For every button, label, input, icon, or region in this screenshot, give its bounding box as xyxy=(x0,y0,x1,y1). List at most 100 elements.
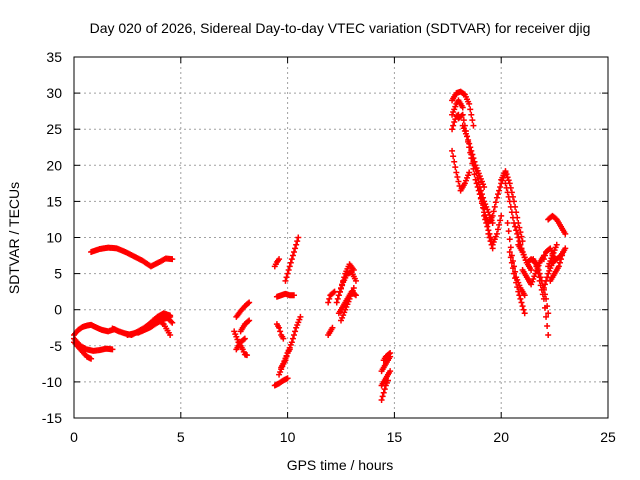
data-point xyxy=(474,174,481,181)
data-point xyxy=(560,248,567,255)
data-point xyxy=(535,266,542,273)
data-point xyxy=(454,174,461,181)
data-point xyxy=(283,274,290,281)
data-point xyxy=(559,252,566,259)
data-point xyxy=(490,208,497,215)
data-point xyxy=(466,144,473,151)
data-point xyxy=(519,303,526,310)
data-point xyxy=(282,277,289,284)
data-point xyxy=(459,111,466,118)
data-point xyxy=(562,230,569,237)
data-point xyxy=(487,238,494,245)
data-point xyxy=(540,285,547,292)
data-point xyxy=(489,245,496,252)
data-point xyxy=(451,158,458,165)
data-point xyxy=(289,252,296,259)
data-point xyxy=(489,212,496,219)
data-point xyxy=(562,245,569,252)
data-point xyxy=(521,310,528,317)
data-point xyxy=(472,165,479,172)
y-tick-label: -5 xyxy=(50,338,63,354)
data-point xyxy=(471,162,478,169)
data-point xyxy=(470,158,477,165)
data-point xyxy=(494,191,501,198)
data-point xyxy=(466,100,473,107)
data-point xyxy=(537,274,544,281)
data-point xyxy=(540,256,547,263)
data-point xyxy=(476,191,483,198)
chart-title: Day 020 of 2026, Sidereal Day-to-day VTE… xyxy=(90,20,591,36)
data-point xyxy=(514,284,521,291)
data-point xyxy=(486,234,493,241)
data-point xyxy=(491,203,498,210)
data-point xyxy=(338,285,344,292)
data-point xyxy=(502,168,509,175)
x-tick-label: 10 xyxy=(280,429,296,445)
y-tick-label: 15 xyxy=(46,193,62,209)
data-point xyxy=(505,228,512,235)
data-point xyxy=(284,270,291,277)
data-point xyxy=(280,335,287,342)
y-tick-label: -10 xyxy=(42,374,62,390)
data-point xyxy=(521,292,528,299)
data-point xyxy=(470,122,477,129)
data-point xyxy=(245,318,252,325)
y-tick-label: 30 xyxy=(46,85,62,101)
data-point xyxy=(480,204,487,211)
data-point xyxy=(284,375,291,382)
data-point xyxy=(483,220,490,227)
data-point xyxy=(516,292,523,299)
data-point xyxy=(245,300,252,307)
data-point xyxy=(517,229,524,236)
data-point xyxy=(289,335,296,342)
data-point xyxy=(478,200,485,207)
data-point xyxy=(511,220,518,227)
data-point xyxy=(294,238,301,245)
data-point xyxy=(488,241,495,248)
data-point xyxy=(509,265,516,272)
data-point xyxy=(240,336,247,343)
data-point xyxy=(518,233,525,240)
data-point xyxy=(329,324,336,331)
data-point xyxy=(475,179,482,186)
y-tick-label: 25 xyxy=(46,121,62,137)
data-point xyxy=(292,328,299,335)
y-tick-label: 35 xyxy=(46,49,62,65)
data-point xyxy=(536,270,543,277)
data-point xyxy=(507,203,514,210)
data-point xyxy=(545,331,552,338)
data-point xyxy=(506,236,513,243)
data-point xyxy=(333,299,340,306)
x-tick-label: 20 xyxy=(493,429,509,445)
data-point xyxy=(515,234,522,241)
data-point xyxy=(508,259,515,266)
data-point xyxy=(326,295,333,302)
data-point xyxy=(335,292,342,299)
data-point xyxy=(513,279,520,286)
data-point xyxy=(509,214,516,221)
data-point xyxy=(380,389,387,396)
data-point xyxy=(484,223,491,230)
data-point xyxy=(386,350,393,357)
y-axis-label: SDTVAR / TECUs xyxy=(6,182,22,294)
data-point xyxy=(378,396,385,403)
data-point xyxy=(291,331,298,338)
data-point xyxy=(282,357,289,364)
data-point xyxy=(466,169,473,176)
data-point xyxy=(449,126,456,133)
data-point xyxy=(169,319,176,326)
data-point xyxy=(553,241,560,248)
data-point xyxy=(543,313,550,320)
data-point xyxy=(455,178,462,185)
data-point xyxy=(498,212,505,219)
data-point xyxy=(505,193,512,200)
data-point xyxy=(467,106,474,113)
data-point xyxy=(496,221,503,228)
data-point xyxy=(545,310,552,317)
data-point xyxy=(516,224,523,231)
data-point xyxy=(334,295,341,302)
y-tick-label: 5 xyxy=(54,266,62,282)
data-point xyxy=(516,238,523,245)
data-point xyxy=(497,217,504,224)
data-point xyxy=(493,194,500,201)
